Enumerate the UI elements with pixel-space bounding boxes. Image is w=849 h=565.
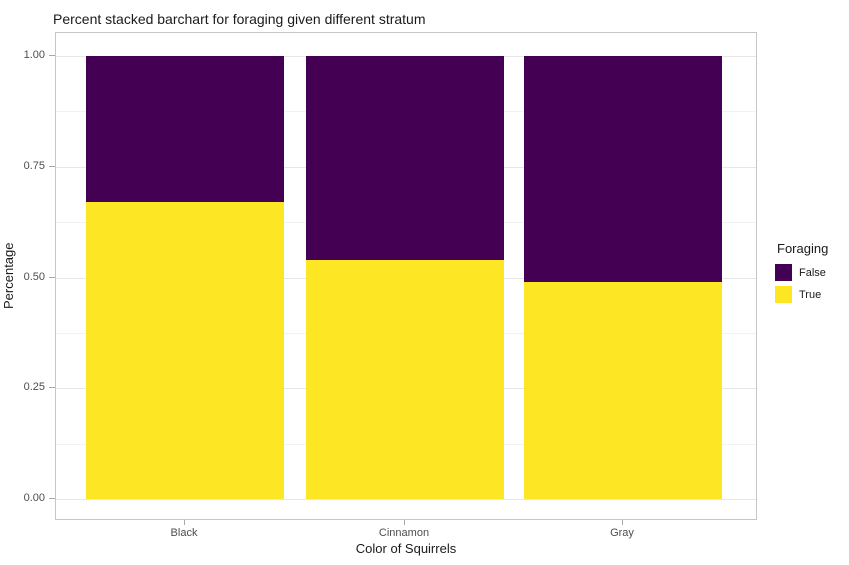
- legend-items: False True: [775, 264, 849, 303]
- legend-label: False: [799, 266, 826, 279]
- x-tick-label-gray: Gray: [610, 527, 634, 539]
- bar-segment-gray-false: [524, 56, 722, 282]
- y-tick-mark: [49, 165, 55, 167]
- bar-segment-gray-true: [524, 281, 722, 499]
- bar-segment-cinnamon-false: [306, 56, 504, 260]
- bar-segment-cinnamon-true: [306, 259, 504, 499]
- y-tick-label: 0.50: [23, 270, 45, 283]
- y-tick-label: 0.00: [23, 492, 45, 504]
- x-axis-title: Color of Squirrels: [355, 541, 457, 556]
- y-tick-mark: [49, 55, 55, 56]
- x-tick-mark: [622, 520, 623, 525]
- gridline-major: [56, 499, 756, 500]
- x-tick-label-black: Black: [170, 527, 198, 539]
- x-tick-mark: [404, 520, 405, 525]
- legend-item-true: True: [775, 286, 849, 303]
- legend-key-swatch-true: [775, 286, 792, 303]
- y-tick-label: 1.00: [23, 49, 45, 61]
- plot-panel: [55, 32, 757, 520]
- legend-label: True: [799, 288, 822, 301]
- y-tick-mark: [49, 387, 55, 389]
- legend-item-false: False: [775, 264, 849, 281]
- x-tick-label-cinnamon: Cinnamon: [378, 527, 430, 539]
- bar-segment-black-true: [86, 202, 284, 499]
- legend-title: Foraging: [777, 241, 829, 256]
- y-tick-mark: [49, 498, 55, 499]
- chart-title: Percent stacked barchart for foraging gi…: [53, 11, 426, 27]
- legend: Foraging False True: [775, 241, 849, 308]
- legend-key-swatch-false: [775, 264, 792, 281]
- bar-segment-black-false: [86, 56, 284, 203]
- y-tick-mark: [49, 276, 55, 278]
- x-tick-mark: [184, 520, 185, 525]
- y-tick-label: 0.75: [23, 159, 45, 172]
- y-tick-label: 0.25: [23, 381, 45, 394]
